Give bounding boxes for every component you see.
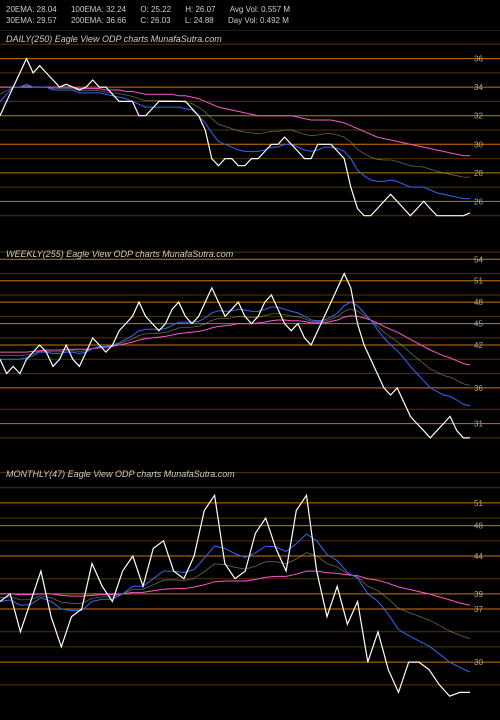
- svg-text:48: 48: [474, 522, 483, 531]
- chart-panel-2: MONTHLY(47) Eagle View ODP charts Munafa…: [0, 465, 500, 700]
- svg-text:34: 34: [474, 83, 483, 92]
- svg-text:45: 45: [474, 320, 483, 329]
- svg-text:30: 30: [474, 140, 483, 149]
- svg-text:51: 51: [474, 277, 483, 286]
- avgvol-label: Avg Vol: 0.557 M: [230, 4, 290, 15]
- chart-title: WEEKLY(255) Eagle View ODP charts Munafa…: [6, 249, 233, 259]
- high-label: H: 26.07: [185, 4, 215, 15]
- chart-title: DAILY(250) Eagle View ODP charts MunafaS…: [6, 34, 222, 44]
- chart-panel-0: DAILY(250) Eagle View ODP charts MunafaS…: [0, 30, 500, 230]
- chart-svg: 26 28 30 32 34 36: [0, 30, 500, 230]
- ema30-label: 30EMA: 29.57: [6, 15, 57, 26]
- close-label: C: 26.03: [140, 15, 170, 26]
- chart-svg: 30 37 39 44 48 51: [0, 465, 500, 700]
- svg-text:32: 32: [474, 112, 483, 121]
- ema20-label: 20EMA: 28.04: [6, 4, 57, 15]
- svg-text:26: 26: [474, 197, 483, 206]
- low-label: L: 24.88: [185, 15, 214, 26]
- open-label: O: 25.22: [140, 4, 171, 15]
- dayvol-label: Day Vol: 0.492 M: [228, 15, 289, 26]
- svg-text:31: 31: [474, 420, 483, 429]
- svg-text:48: 48: [474, 298, 483, 307]
- svg-text:30: 30: [474, 658, 483, 667]
- chart-panel-1: WEEKLY(255) Eagle View ODP charts Munafa…: [0, 245, 500, 445]
- svg-text:39: 39: [474, 590, 483, 599]
- chart-svg: 31 36 42 45 48 51 54: [0, 245, 500, 445]
- svg-text:44: 44: [474, 552, 483, 561]
- svg-text:36: 36: [474, 384, 483, 393]
- svg-text:37: 37: [474, 605, 483, 614]
- ema200-label: 200EMA: 36.66: [71, 15, 126, 26]
- chart-title: MONTHLY(47) Eagle View ODP charts Munafa…: [6, 469, 235, 479]
- svg-text:51: 51: [474, 499, 483, 508]
- header-stats: 20EMA: 28.04 100EMA: 32.24 O: 25.22 H: 2…: [6, 4, 302, 26]
- svg-text:36: 36: [474, 55, 483, 64]
- svg-text:54: 54: [474, 255, 483, 264]
- svg-text:42: 42: [474, 341, 483, 350]
- svg-text:28: 28: [474, 169, 483, 178]
- ema100-label: 100EMA: 32.24: [71, 4, 126, 15]
